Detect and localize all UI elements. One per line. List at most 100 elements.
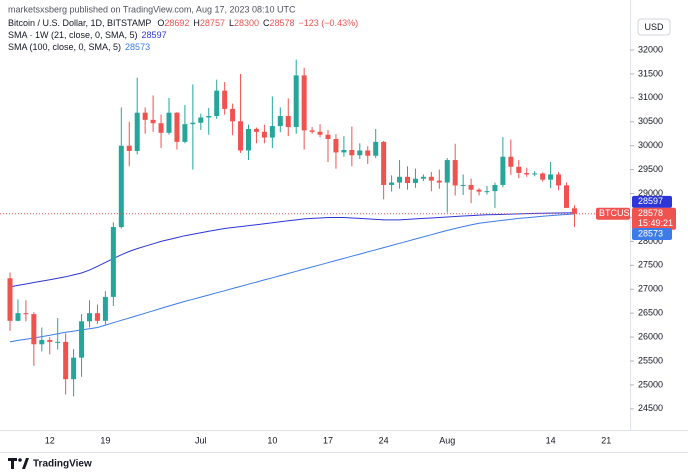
sma-1w-price-label: 28597 [638,196,663,206]
candle-body [47,339,53,342]
candle-body [325,134,331,140]
symbol-title: Bitcoin / U.S. Dollar, 1D, BITSTAMP [8,18,151,28]
x-tick-label: 21 [601,435,611,445]
y-tick-label: 28000 [638,236,663,246]
candle-body [222,90,228,109]
y-tick-label: 27000 [638,284,663,294]
logo-part [22,458,29,469]
axes: 24500 25000 25500 26000 26500 27000 27500 28000… [45,44,676,445]
currency-button[interactable] [637,18,671,36]
candle-body [230,108,236,122]
candle-body [31,314,37,345]
candle-body [389,182,395,185]
candle-body [158,123,164,133]
y-tick-label: 29000 [638,188,663,198]
candle-body [7,278,13,321]
ohlc-letter: H [193,18,200,28]
candle-body [39,339,45,345]
candle-body [206,116,212,118]
last-price-box [632,207,676,230]
candle-body [508,156,514,167]
candle-body [301,75,307,131]
author-line: marketsxsberg published on TradingView.c… [8,4,296,14]
candle-body [373,141,379,156]
sma-line [9,212,575,288]
x-tick-label: 19 [100,435,110,445]
y-tick-label: 25000 [638,379,663,389]
candle-body [548,174,554,180]
legend-name: SMA (100, close, 0, SMA, 5) [8,42,121,52]
candle-body [357,150,363,156]
legend-name: SMA · 1W (21, close, 0, SMA, 5) [8,30,138,40]
candle-body [476,189,482,192]
legend-title: Bitcoin / U.S. Dollar, 1D, BITSTAMP O2869… [8,18,358,28]
candle-body [118,145,124,228]
legend: marketsxsberg published on TradingView.c… [8,4,358,52]
y-tick-label: 27500 [638,260,663,270]
candle-body [444,160,450,183]
candle-body [381,141,387,185]
candle-body [333,139,339,153]
change-label: −123 (−0.43%) [299,18,359,28]
y-tick-label: 25500 [638,355,663,365]
candle-body [246,128,251,151]
candle-body [285,116,291,128]
candle-body [436,180,442,183]
candle-body [452,160,458,186]
candle-body [293,75,299,128]
candle-body [341,150,347,153]
candle-body [532,173,538,175]
brand-logo [8,458,29,469]
legend-entry: SMA · 1W (21, close, 0, SMA, 5) 28597 [8,30,167,40]
candle-body [420,176,426,179]
candle-body [126,145,132,151]
candle-body [182,124,188,142]
candle-body [277,116,283,127]
candle-body [110,227,116,297]
candle-body [460,184,466,186]
symbol-box [596,207,630,220]
candle-body [253,128,259,132]
candle-body [198,117,204,123]
candle-body [492,184,498,192]
x-tick-label: 10 [267,435,277,445]
y-tick-label: 30000 [638,140,663,150]
candle-body [317,131,323,135]
y-tick-label: 30500 [638,116,663,126]
logo-part [18,458,22,462]
ohlc-letter: O [157,18,164,28]
candle-body [365,150,371,156]
candle-body [349,150,355,156]
sma-100-price-label: 28573 [638,228,663,238]
candle-body [23,313,29,315]
ohlc-value: 28300 [234,18,259,28]
x-tick-label: 24 [379,435,389,445]
currency-label[interactable]: USD [644,22,664,32]
legend-entry: SMA (100, close, 0, SMA, 5) 28573 [8,42,150,52]
y-tick-label: 26000 [638,331,663,341]
sma-line [9,213,575,343]
candle-body [71,357,77,380]
candle-body [516,166,522,173]
candle-body [190,122,196,125]
candle-body [309,130,315,132]
y-tick-label: 29500 [638,164,663,174]
y-tick-label: 26500 [638,308,663,318]
candle-body [261,131,267,138]
x-tick-label: 12 [45,435,55,445]
candle-body [214,90,220,117]
ohlc-letter: C [263,18,270,28]
candle-body [166,112,172,133]
candle-body [79,321,85,358]
candle-body [500,156,506,185]
candle-body [142,112,148,120]
ohlc-value: 28692 [164,18,189,28]
x-tick-label: Aug [439,435,455,445]
candle-body [571,208,577,214]
last-price-label: 28578 [638,208,663,218]
candle-body [412,178,418,184]
countdown-label: 15:49:21 [638,218,673,228]
y-tick-label: 31500 [638,68,663,78]
